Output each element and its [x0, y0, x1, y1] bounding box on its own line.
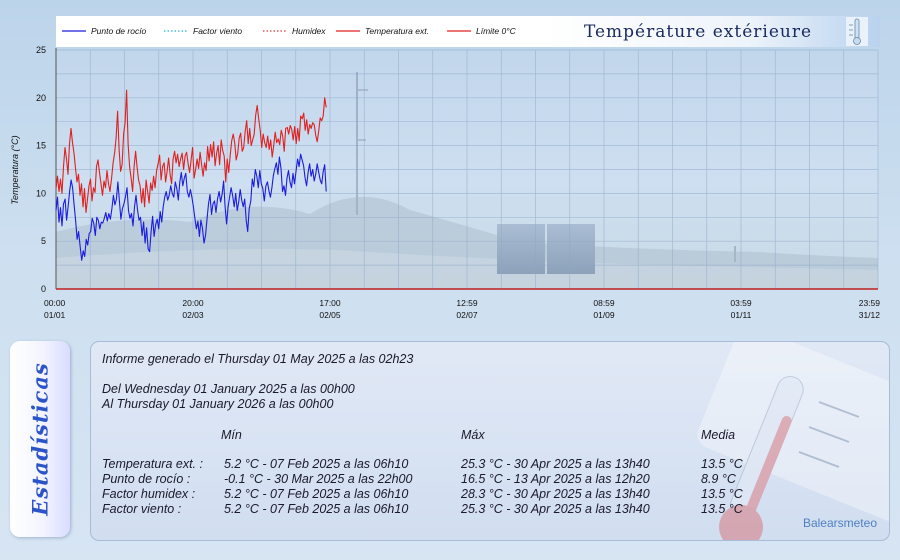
x-tick-time: 08:59	[593, 298, 615, 308]
header-max: Máx	[461, 428, 485, 442]
range-to: Al Thursday 01 January 2026 a las 00h00	[102, 397, 334, 411]
x-tick-time: 03:59	[730, 298, 752, 308]
row-max: 25.3 °C - 30 Apr 2025 a las 13h40	[461, 457, 650, 471]
row-label: Punto de rocío :	[102, 472, 191, 486]
stats-panel: Informe generado el Thursday 01 May 2025…	[90, 341, 890, 541]
stats-tab: Estadísticas	[10, 341, 70, 537]
title-box	[546, 16, 880, 47]
y-tick-label: 10	[36, 188, 46, 198]
row-label: Factor viento :	[102, 502, 182, 516]
row-min: 5.2 °C - 07 Feb 2025 a las 06h10	[224, 487, 409, 501]
chart-title: Température extérieure	[584, 22, 812, 42]
series-layer	[55, 89, 327, 261]
row-max: 16.5 °C - 13 Apr 2025 a las 12h20	[461, 472, 650, 486]
row-max: 28.3 °C - 30 Apr 2025 a las 13h40	[461, 487, 650, 501]
series-line-temperatura-ext	[55, 89, 327, 214]
report-generated: Informe generado el Thursday 01 May 2025…	[102, 352, 414, 366]
row-label: Factor humidex :	[102, 487, 196, 501]
x-tick-date: 01/09	[593, 310, 615, 320]
header-mean: Media	[701, 428, 736, 442]
legend-label: Factor viento	[193, 26, 242, 36]
row-min: 5.2 °C - 07 Feb 2025 a las 06h10	[224, 502, 409, 516]
row-mean: 13.5 °C	[701, 487, 743, 501]
y-tick-label: 0	[41, 284, 46, 294]
x-tick-time: 12:59	[456, 298, 478, 308]
row-mean: 13.5 °C	[701, 502, 743, 516]
x-tick-date: 02/07	[456, 310, 478, 320]
y-axis-label: Temperatura (°C)	[10, 135, 20, 204]
row-min: 5.2 °C - 07 Feb 2025 a las 06h10	[224, 457, 409, 471]
x-tick-date: 02/05	[319, 310, 341, 320]
y-tick-label: 15	[36, 141, 46, 151]
row-min: -0.1 °C - 30 Mar 2025 a las 22h00	[224, 472, 413, 486]
legend-label: Temperatura ext.	[365, 26, 429, 36]
y-tick-label: 25	[36, 45, 46, 55]
legend: Punto de rocío Factor viento Humidex Temper…	[62, 26, 517, 36]
legend-label: Límite 0°C	[476, 26, 517, 36]
credit-link[interactable]: Balearsmeteo	[802, 516, 877, 530]
x-tick-time: 23:59	[859, 298, 881, 308]
y-tick-label: 20	[36, 93, 46, 103]
thermometer-illustration	[697, 342, 889, 540]
x-tick-labels: 00:00 01/01 20:00 02/03 17:00 02/05 12:59 02/07…	[44, 298, 880, 320]
thermometer-icon	[846, 17, 868, 46]
range-from: Del Wednesday 01 January 2025 a las 00h0…	[102, 382, 355, 396]
x-tick-time: 17:00	[319, 298, 341, 308]
x-tick-time: 00:00	[44, 298, 66, 308]
x-tick-date: 31/12	[859, 310, 881, 320]
legend-label: Humidex	[292, 26, 326, 36]
row-label: Temperatura ext. :	[102, 457, 203, 471]
stats-tab-label: Estadísticas	[27, 362, 53, 516]
header-min: Mín	[221, 428, 242, 442]
temperature-chart: 0 5 10 15 20 25 00:00 01/01 20:00 02/03 17:00 02/0…	[10, 16, 880, 320]
legend-label: Punto de rocío	[91, 26, 147, 36]
x-tick-date: 02/03	[182, 310, 204, 320]
y-tick-label: 5	[41, 236, 46, 246]
row-mean: 8.9 °C	[701, 472, 736, 486]
series-line-punto-de-rocio	[55, 153, 327, 261]
x-tick-date: 01/11	[731, 310, 752, 320]
x-tick-time: 20:00	[182, 298, 204, 308]
x-tick-date: 01/01	[44, 310, 66, 320]
row-max: 25.3 °C - 30 Apr 2025 a las 13h40	[461, 502, 650, 516]
row-mean: 13.5 °C	[701, 457, 743, 471]
y-tick-labels: 0 5 10 15 20 25	[36, 45, 46, 294]
